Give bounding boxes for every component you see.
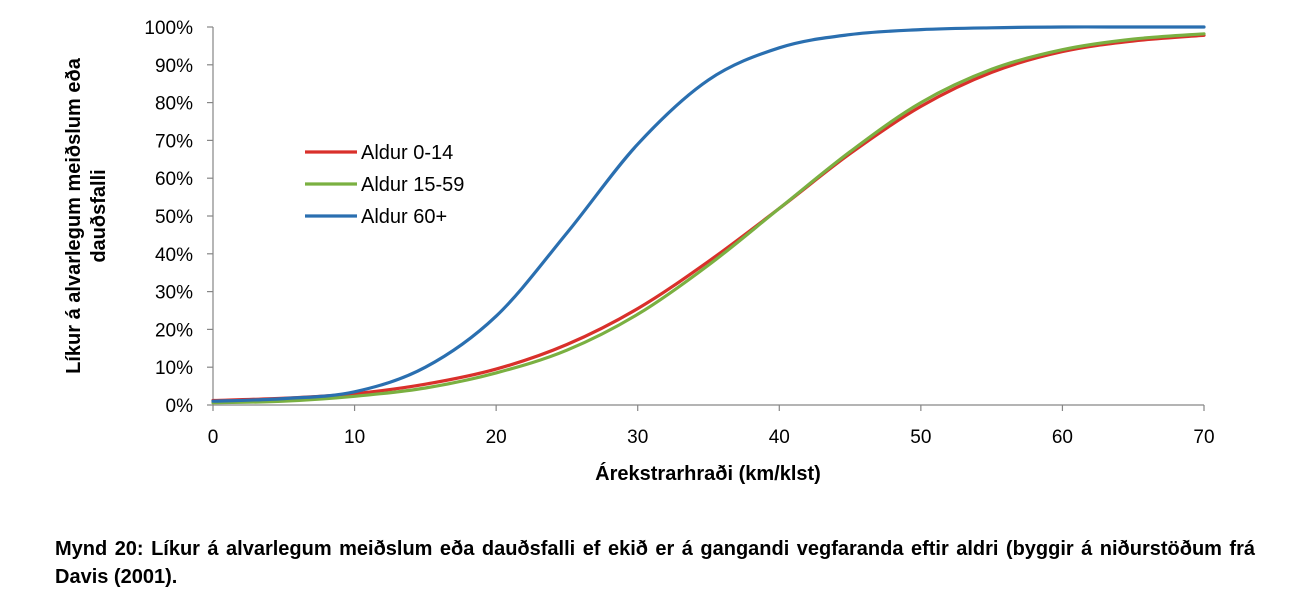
chart: 0% 10% 20% 30% 40% 50% 60% 70% 80% 90% 100% 0 10 20 30…	[63, 18, 1215, 485]
series-line-aldur-60	[211, 25, 1206, 403]
legend: Aldur 0-14 Aldur 15-59 Aldur 60+	[305, 142, 464, 228]
x-tick-label: 60	[1052, 427, 1073, 448]
x-tick-label: 20	[486, 427, 507, 448]
y-tick-label: 70%	[155, 131, 193, 152]
y-tick-label: 90%	[155, 56, 193, 77]
y-axis-title: Líkur á alvarlegum meiðslum eða dauðsfall…	[63, 57, 110, 374]
plot-area	[211, 25, 1206, 405]
x-tick-label: 70	[1193, 427, 1214, 448]
y-tick-label: 80%	[155, 94, 193, 115]
x-tick-label: 40	[769, 427, 790, 448]
y-tick-label: 30%	[155, 283, 193, 304]
x-tick-label: 30	[627, 427, 648, 448]
figure-caption: Mynd 20: Líkur á alvarlegum meiðslum eða…	[55, 538, 1255, 588]
axes: 0% 10% 20% 30% 40% 50% 60% 70% 80% 90% 100% 0 10 20 30…	[144, 18, 1214, 448]
y-tick-label: 40%	[155, 245, 193, 266]
y-tick-label: 20%	[155, 320, 193, 341]
x-tick-label: 0	[208, 427, 219, 448]
series-line-aldur-0-14	[211, 33, 1206, 403]
y-tick-label: 100%	[144, 18, 193, 39]
x-axis-title: Árekstrarhraði (km/klst)	[595, 462, 821, 485]
y-tick-label: 0%	[166, 396, 194, 417]
legend-label-aldur-60: Aldur 60+	[361, 206, 447, 228]
legend-label-aldur-15-59: Aldur 15-59	[361, 174, 464, 196]
y-tick-label: 10%	[155, 358, 193, 379]
y-tick-label: 50%	[155, 207, 193, 228]
series-line-aldur-15-59	[211, 32, 1206, 405]
y-tick-label: 60%	[155, 169, 193, 190]
legend-label-aldur-0-14: Aldur 0-14	[361, 142, 453, 164]
x-tick-label: 50	[910, 427, 931, 448]
x-tick-label: 10	[344, 427, 365, 448]
